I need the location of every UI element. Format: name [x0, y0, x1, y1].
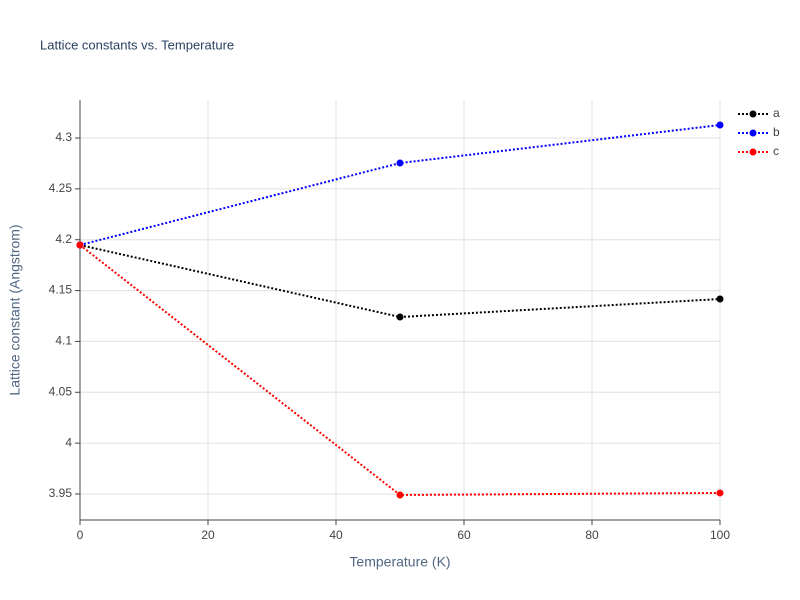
point [716, 121, 724, 129]
y-tick-label: 4.3 [55, 130, 72, 144]
y-tick-label: 4 [65, 435, 72, 449]
x-tick-label: 80 [585, 528, 599, 542]
series-line [79, 124, 721, 246]
y-tick-label: 4.2 [55, 232, 72, 246]
series-line [79, 244, 721, 496]
x-tick-label: 40 [329, 528, 343, 542]
y-tick-label: 4.05 [49, 384, 73, 398]
point [396, 491, 404, 499]
y-tick-label: 4.15 [49, 283, 73, 297]
y-axis-label: Lattice constant (Angstrom) [7, 224, 23, 395]
point [716, 489, 724, 497]
legend-marker [749, 110, 757, 118]
x-tick-label: 20 [201, 528, 215, 542]
y-tick-label: 4.1 [55, 334, 72, 348]
legend-label: b [773, 125, 780, 139]
legend-marker [749, 129, 757, 137]
y-tick-label: 3.95 [49, 486, 73, 500]
series-line [79, 244, 721, 319]
legend-label: a [773, 106, 780, 120]
point [716, 295, 724, 303]
x-tick-label: 100 [710, 528, 730, 542]
x-tick-label: 60 [457, 528, 471, 542]
point [76, 241, 84, 249]
y-tick-label: 4.25 [49, 181, 73, 195]
x-axis-label: Temperature (K) [349, 554, 450, 570]
legend-marker [749, 148, 757, 156]
chart-title: Lattice constants vs. Temperature [40, 37, 234, 52]
point [396, 313, 404, 321]
x-tick-label: 0 [77, 528, 84, 542]
legend-label: c [773, 144, 779, 158]
point [396, 159, 404, 167]
